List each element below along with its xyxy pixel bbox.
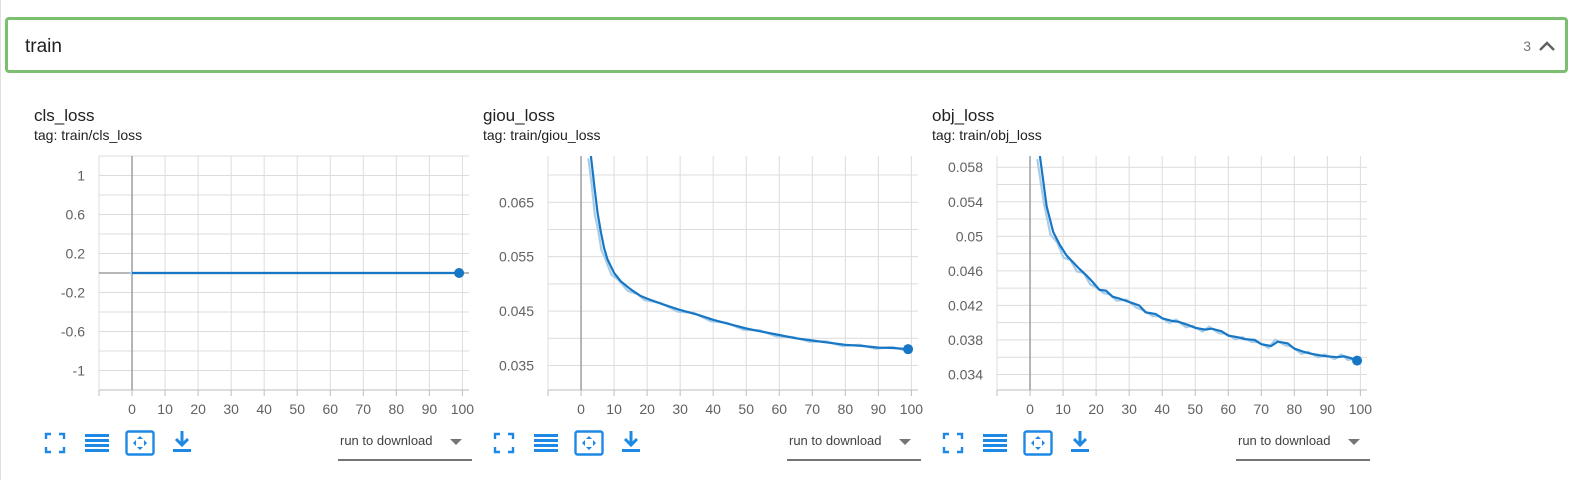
run-to-download-select[interactable]: run to download [338,429,472,461]
x-tick-label: 100 [900,401,924,417]
fit-domain-icon[interactable] [574,428,604,458]
chevron-down-icon [899,439,911,445]
card-tag: tag: train/obj_loss [932,127,1042,143]
y-tick-label: 0.034 [948,366,983,382]
x-tick-label: 30 [672,401,688,417]
x-tick-label: 70 [355,401,371,417]
series-line [589,156,909,351]
last-point-marker [903,344,914,355]
chart-giou-loss[interactable]: 0.065 0.055 0.045 0.035 0 10 20 30 40 50 60 70 80 90 1… [483,150,923,420]
x-tick-label: 50 [289,401,305,417]
chevron-up-icon[interactable] [1537,36,1557,56]
x-tick-label: 20 [639,401,655,417]
scalar-card-giou-loss: giou_loss tag: train/giou_loss 0.065 0.05… [483,100,923,470]
download-icon[interactable] [167,428,197,458]
group-title: train [25,36,62,57]
x-tick-label: 0 [577,401,585,417]
card-title: giou_loss [483,106,555,125]
y-tick-label: 0.055 [499,249,534,265]
run-to-download-label: run to download [340,433,433,448]
scalar-card-cls-loss: cls_loss tag: train/cls_loss 1 0.6 0.2 -0.2… [34,100,474,470]
x-tick-label: 90 [1320,401,1336,417]
y-tick-label: 0.045 [499,303,534,319]
chevron-down-icon [1348,439,1360,445]
scalar-card-obj-loss: obj_loss tag: train/obj_loss 0.058 0.054 0… [932,100,1372,470]
x-tick-label: 40 [705,401,721,417]
chart-cls-loss[interactable]: 1 0.6 0.2 -0.2 -0.6 -1 0 10 20 30 40 50 60 70 80 90 100 [34,150,474,420]
x-tick-label: 100 [1349,401,1373,417]
group-header-train[interactable]: train 3 [5,17,1568,73]
series-line [1038,156,1358,362]
run-to-download-label: run to download [789,433,882,448]
x-tick-label: 80 [1287,401,1303,417]
fullscreen-icon[interactable] [938,428,968,458]
x-tick-label: 40 [256,401,272,417]
x-tick-label: 70 [1253,401,1269,417]
chart-obj-loss[interactable]: 0.058 0.054 0.05 0.046 0.042 0.038 0.034 0 10 20 3… [932,150,1372,420]
card-title: cls_loss [34,106,95,125]
x-tick-label: 20 [190,401,206,417]
y-tick-label: -0.6 [61,324,85,340]
y-tick-label: 0.05 [956,228,983,244]
x-tick-label: 0 [128,401,136,417]
y-tick-label: 0.046 [948,263,983,279]
x-tick-label: 10 [157,401,173,417]
download-icon[interactable] [1065,428,1095,458]
fit-domain-icon[interactable] [125,428,155,458]
fit-domain-icon[interactable] [1023,428,1053,458]
x-tick-label: 60 [771,401,787,417]
y-tick-label: 0.038 [948,332,983,348]
series-raw-line [1036,158,1355,362]
x-tick-label: 90 [422,401,438,417]
toggle-log-scale-icon[interactable] [82,428,112,458]
x-tick-label: 0 [1026,401,1034,417]
run-to-download-label: run to download [1238,433,1331,448]
toggle-log-scale-icon[interactable] [980,428,1010,458]
x-tick-label: 60 [322,401,338,417]
x-tick-label: 50 [1187,401,1203,417]
x-tick-label: 60 [1220,401,1236,417]
y-tick-label: 0.2 [66,246,86,262]
series-raw-line [587,158,906,352]
x-tick-label: 20 [1088,401,1104,417]
y-tick-label: 0.054 [948,194,983,210]
x-tick-label: 40 [1154,401,1170,417]
x-tick-label: 10 [606,401,622,417]
y-tick-label: 0.6 [66,207,86,223]
card-toolbar: run to download [932,425,1372,465]
toggle-log-scale-icon[interactable] [531,428,561,458]
fullscreen-icon[interactable] [489,428,519,458]
run-to-download-select[interactable]: run to download [1236,429,1370,461]
x-tick-label: 30 [1121,401,1137,417]
last-point-marker [454,268,465,278]
y-tick-label: 0.035 [499,358,534,374]
y-tick-label: 0.065 [499,194,534,210]
x-tick-label: 100 [451,401,475,417]
group-count: 3 [1523,38,1531,54]
chevron-down-icon [450,439,462,445]
x-tick-label: 70 [804,401,820,417]
card-title: obj_loss [932,106,995,125]
card-toolbar: run to download [483,425,923,465]
x-tick-label: 80 [838,401,854,417]
x-tick-label: 80 [389,401,405,417]
card-toolbar: run to download [34,425,474,465]
card-tag: tag: train/cls_loss [34,127,143,143]
y-tick-label: 1 [77,168,85,184]
x-tick-label: 50 [738,401,754,417]
y-tick-label: -1 [73,363,86,379]
download-icon[interactable] [616,428,646,458]
y-tick-label: 0.058 [948,159,983,175]
last-point-marker [1352,355,1363,366]
run-to-download-select[interactable]: run to download [787,429,921,461]
card-tag: tag: train/giou_loss [483,127,601,143]
x-tick-label: 30 [223,401,239,417]
left-rule [0,0,1,480]
x-tick-label: 90 [871,401,887,417]
y-tick-label: -0.2 [61,285,85,301]
fullscreen-icon[interactable] [40,428,70,458]
y-tick-label: 0.042 [948,297,983,313]
x-tick-label: 10 [1055,401,1071,417]
